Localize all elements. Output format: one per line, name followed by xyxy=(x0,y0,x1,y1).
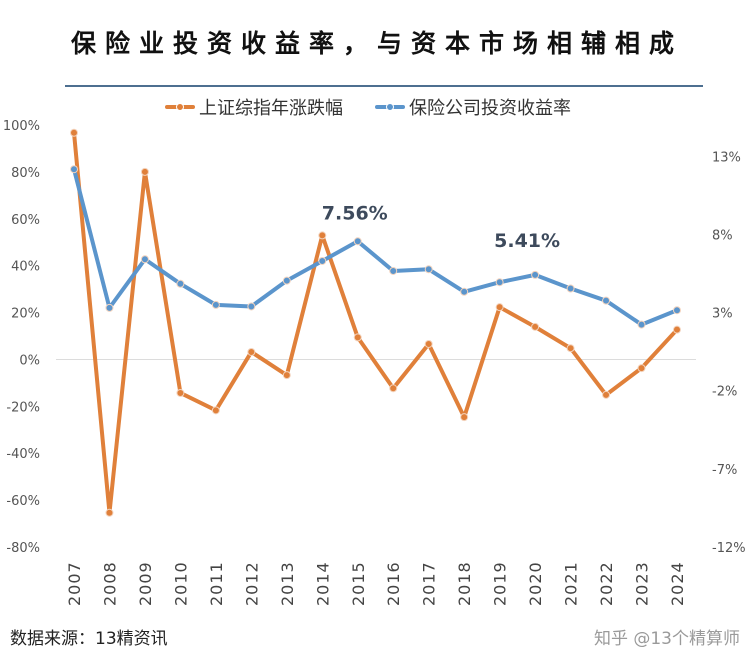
left-axis-tick: 80% xyxy=(11,166,40,181)
platform-watermark: 知乎 @13个精算师 xyxy=(593,629,740,649)
x-axis-tick: 2014 xyxy=(313,561,332,606)
legend-label: 保险公司投资收益率 xyxy=(409,98,571,119)
series-line-insurance-yield xyxy=(72,168,678,327)
data-point xyxy=(531,270,540,279)
left-axis-tick: -20% xyxy=(6,400,40,415)
data-point xyxy=(211,406,220,415)
data-point xyxy=(282,371,291,380)
left-axis-tick: 40% xyxy=(11,260,40,275)
data-point xyxy=(389,266,398,275)
data-point xyxy=(211,300,220,309)
left-axis-tick: 0% xyxy=(19,353,40,368)
data-point xyxy=(495,278,504,287)
data-point xyxy=(495,303,504,312)
data-point xyxy=(140,167,149,176)
data-point xyxy=(247,347,256,356)
x-axis-tick: 2018 xyxy=(455,561,474,606)
legend-label: 上证综指年涨跌幅 xyxy=(199,98,343,119)
legend-marker-orange xyxy=(165,103,195,111)
data-point xyxy=(602,390,611,399)
data-point xyxy=(389,384,398,393)
left-axis-tick: 20% xyxy=(11,307,40,322)
right-axis-tick: -2% xyxy=(712,385,737,400)
right-axis-tick: -12% xyxy=(712,541,746,556)
data-point xyxy=(424,265,433,274)
data-point xyxy=(247,302,256,311)
chart-title: 保险业投资收益率，与资本市场相辅相成 xyxy=(70,29,683,58)
x-axis-tick: 2012 xyxy=(242,561,261,606)
x-axis-tick: 2024 xyxy=(668,561,687,606)
legend-marker-blue xyxy=(375,103,405,111)
data-point xyxy=(318,231,327,240)
left-axis-tick: -80% xyxy=(6,541,40,556)
right-axis-tick: 8% xyxy=(712,228,733,243)
data-point xyxy=(318,256,327,265)
left-axis-tick: 100% xyxy=(3,119,40,134)
x-axis-tick: 2015 xyxy=(349,561,368,606)
data-point xyxy=(637,364,646,373)
x-axis-tick: 2019 xyxy=(491,561,510,606)
left-axis-tick: -40% xyxy=(6,447,40,462)
data-source: 数据来源：13精资讯 xyxy=(10,629,168,649)
x-axis-tick: 2009 xyxy=(136,561,155,606)
data-point xyxy=(353,333,362,342)
left-axis-tick: 60% xyxy=(11,213,40,228)
right-axis-tick: 3% xyxy=(712,307,733,322)
data-point xyxy=(566,284,575,293)
data-point xyxy=(176,279,185,288)
data-point xyxy=(460,413,469,422)
x-axis-tick: 2010 xyxy=(171,561,190,606)
series-line-shanghai-index xyxy=(72,132,679,515)
legend-item-shanghai-index: 上证综指年涨跌幅 xyxy=(165,94,343,120)
data-point xyxy=(602,296,611,305)
data-point xyxy=(424,339,433,348)
data-point xyxy=(176,388,185,397)
data-label: 7.56% xyxy=(322,202,388,224)
data-point xyxy=(672,306,681,315)
x-axis-tick: 2013 xyxy=(278,561,297,606)
legend: 上证综指年涨跌幅 保险公司投资收益率 xyxy=(0,94,754,120)
legend-item-insurance-yield: 保险公司投资收益率 xyxy=(375,94,571,120)
data-point xyxy=(282,276,291,285)
title-underline xyxy=(65,85,703,87)
left-axis-tick: -60% xyxy=(6,494,40,509)
data-point xyxy=(105,508,114,517)
x-axis-tick: 2023 xyxy=(633,561,652,606)
right-axis-tick: -7% xyxy=(712,463,737,478)
x-axis-tick: 2016 xyxy=(384,561,403,606)
x-axis-tick: 2017 xyxy=(420,561,439,606)
data-point xyxy=(140,255,149,264)
data-point xyxy=(105,303,114,312)
right-axis-tick: 13% xyxy=(712,150,741,165)
x-axis-tick: 2008 xyxy=(100,561,119,606)
data-point xyxy=(566,344,575,353)
data-point xyxy=(672,325,681,334)
data-label: 5.41% xyxy=(494,230,560,252)
x-axis-tick: 2020 xyxy=(526,561,545,606)
data-point xyxy=(460,287,469,296)
data-point xyxy=(353,237,362,246)
x-axis-tick: 2011 xyxy=(207,561,226,606)
data-point xyxy=(637,320,646,329)
data-point xyxy=(531,322,540,331)
x-axis-tick: 2007 xyxy=(65,561,84,606)
x-axis-tick: 2021 xyxy=(562,561,581,606)
data-point xyxy=(70,165,78,174)
data-point xyxy=(70,128,78,137)
x-axis-tick: 2022 xyxy=(597,561,616,606)
